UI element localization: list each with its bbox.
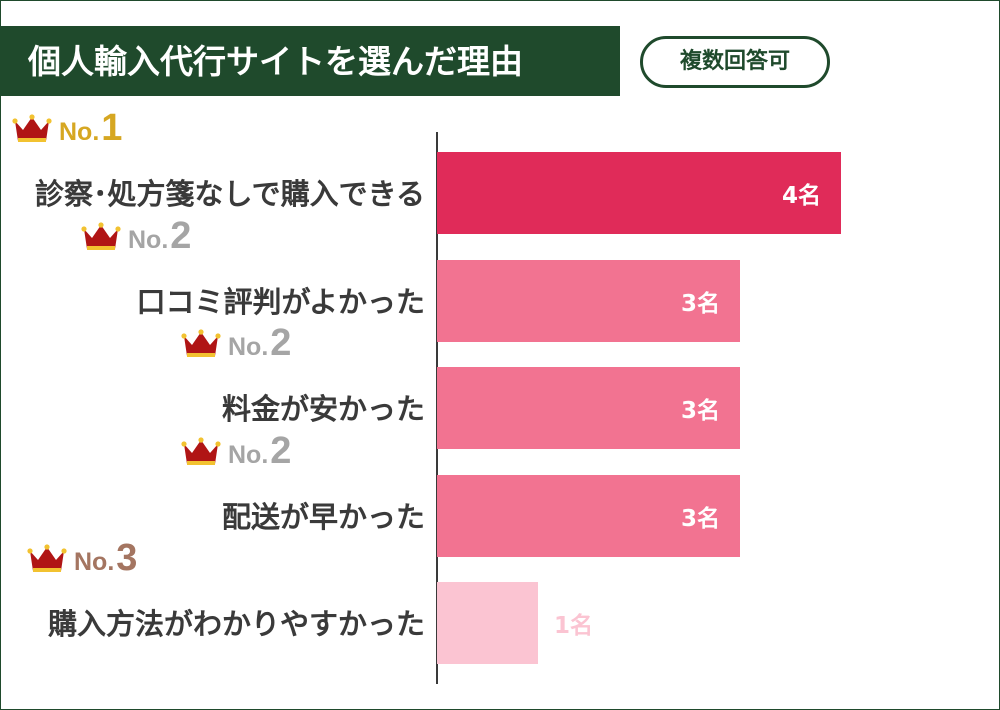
value-label-3: 3名: [681, 397, 720, 424]
crown-icon: [181, 329, 221, 357]
rank-label-4: No.2: [228, 430, 291, 472]
crown-shape: [84, 225, 118, 249]
crown-icon: [81, 222, 121, 250]
rank-label-3: No.2: [228, 322, 291, 364]
crown-jewel: [44, 544, 50, 550]
crown-jewel: [198, 329, 204, 335]
crown-jewel: [46, 118, 52, 124]
multiple-answers-badge: 複数回答可: [640, 36, 830, 88]
value-label-4: 3名: [681, 505, 720, 532]
crown-icon: [12, 114, 52, 142]
rank-label-5: No.3: [74, 537, 137, 579]
value-label-1: 4名: [782, 182, 821, 209]
crown-jewel: [215, 441, 221, 447]
crown-icon: [27, 544, 67, 572]
crown-jewel: [29, 114, 35, 120]
rank-label-1: No.1: [59, 107, 122, 149]
rank-number-4: 2: [270, 430, 291, 472]
crown-shape: [184, 440, 218, 464]
crown-jewel: [81, 226, 87, 232]
category-label-3: 料金が安かった: [222, 392, 425, 426]
crown-shape: [184, 332, 218, 356]
crown-shape: [30, 547, 64, 571]
rank-label-2: No.2: [128, 215, 191, 257]
rank-number-1: 1: [101, 107, 122, 149]
category-label-5: 購入方法がわかりやすかった: [48, 607, 425, 641]
category-label-2: 口コミ評判がよかった: [136, 285, 425, 319]
rank-number-5: 3: [116, 537, 137, 579]
crown-jewel: [98, 222, 104, 228]
crown-jewel: [115, 226, 121, 232]
crown-shape: [15, 117, 49, 141]
rank-number-2: 2: [170, 215, 191, 257]
crown-band: [187, 353, 215, 357]
crown-jewel: [181, 333, 187, 339]
chart-title: 個人輸入代行サイトを選んだ理由: [28, 42, 523, 81]
bar-1: [437, 152, 841, 234]
title-band: [0, 26, 620, 96]
value-label-5: 1名: [554, 612, 593, 639]
crown-band: [87, 246, 115, 250]
crown-jewel: [198, 437, 204, 443]
category-label-1: 診察･処方箋なしで購入できる: [35, 177, 425, 211]
crown-jewel: [27, 548, 33, 554]
bar-4: [437, 475, 740, 557]
crown-jewel: [61, 548, 67, 554]
crown-band: [187, 461, 215, 465]
chart-rows: 4名診察･処方箋なしで購入できるNo.13名口コミ評判がよかったNo.23名料金…: [12, 107, 841, 664]
crown-icon: [181, 437, 221, 465]
bar-5: [437, 582, 538, 664]
bar-2: [437, 260, 740, 342]
value-label-2: 3名: [681, 290, 720, 317]
category-label-4: 配送が早かった: [222, 500, 425, 534]
crown-band: [33, 568, 61, 572]
crown-jewel: [181, 441, 187, 447]
rank-number-3: 2: [270, 322, 291, 364]
crown-jewel: [12, 118, 18, 124]
crown-jewel: [215, 333, 221, 339]
crown-band: [18, 138, 46, 142]
bar-3: [437, 367, 740, 449]
